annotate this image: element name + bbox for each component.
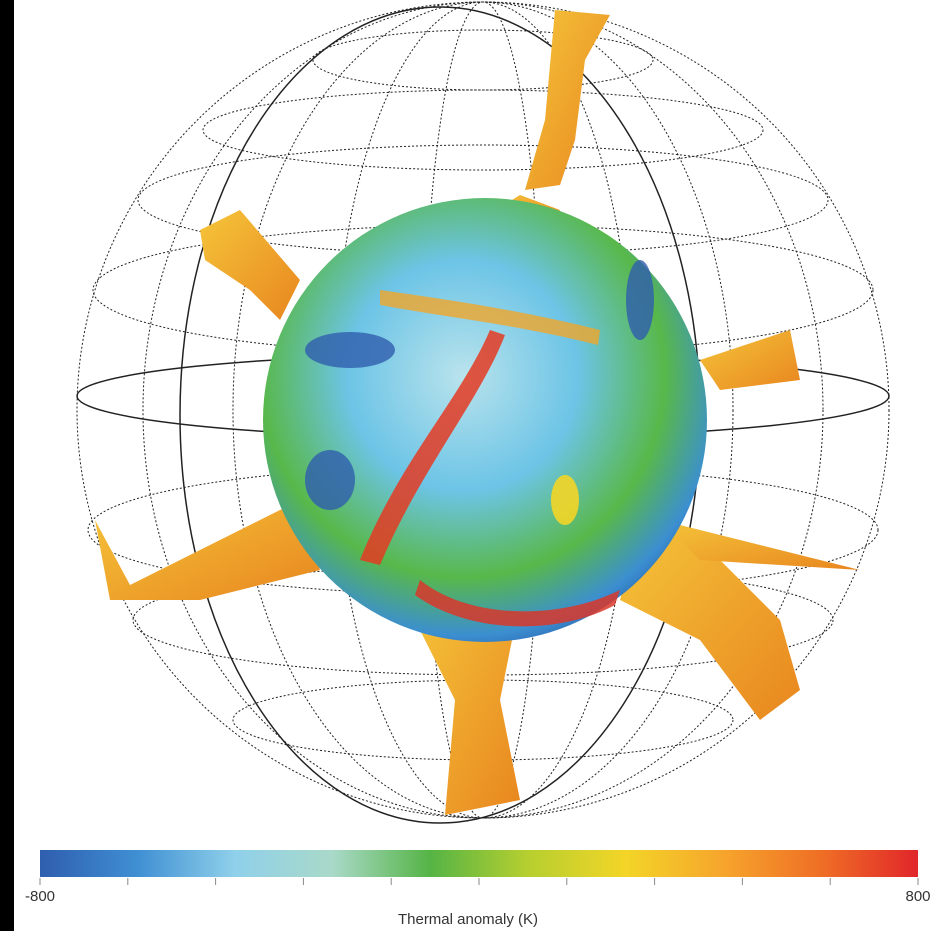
colorbar-max-label: 800 [905,888,930,905]
colorbar-ticks [40,878,918,885]
colorbar [40,850,918,877]
page: {"colorbar":{"min":-800,"max":800,"min_l… [0,0,938,931]
figure: -800 800 Thermal anomaly (K) [0,0,938,931]
colorbar-min-label: -800 [25,888,55,905]
frame-edge [0,0,14,931]
colorbar-title: Thermal anomaly (K) [398,911,538,928]
core-sphere [263,198,707,642]
